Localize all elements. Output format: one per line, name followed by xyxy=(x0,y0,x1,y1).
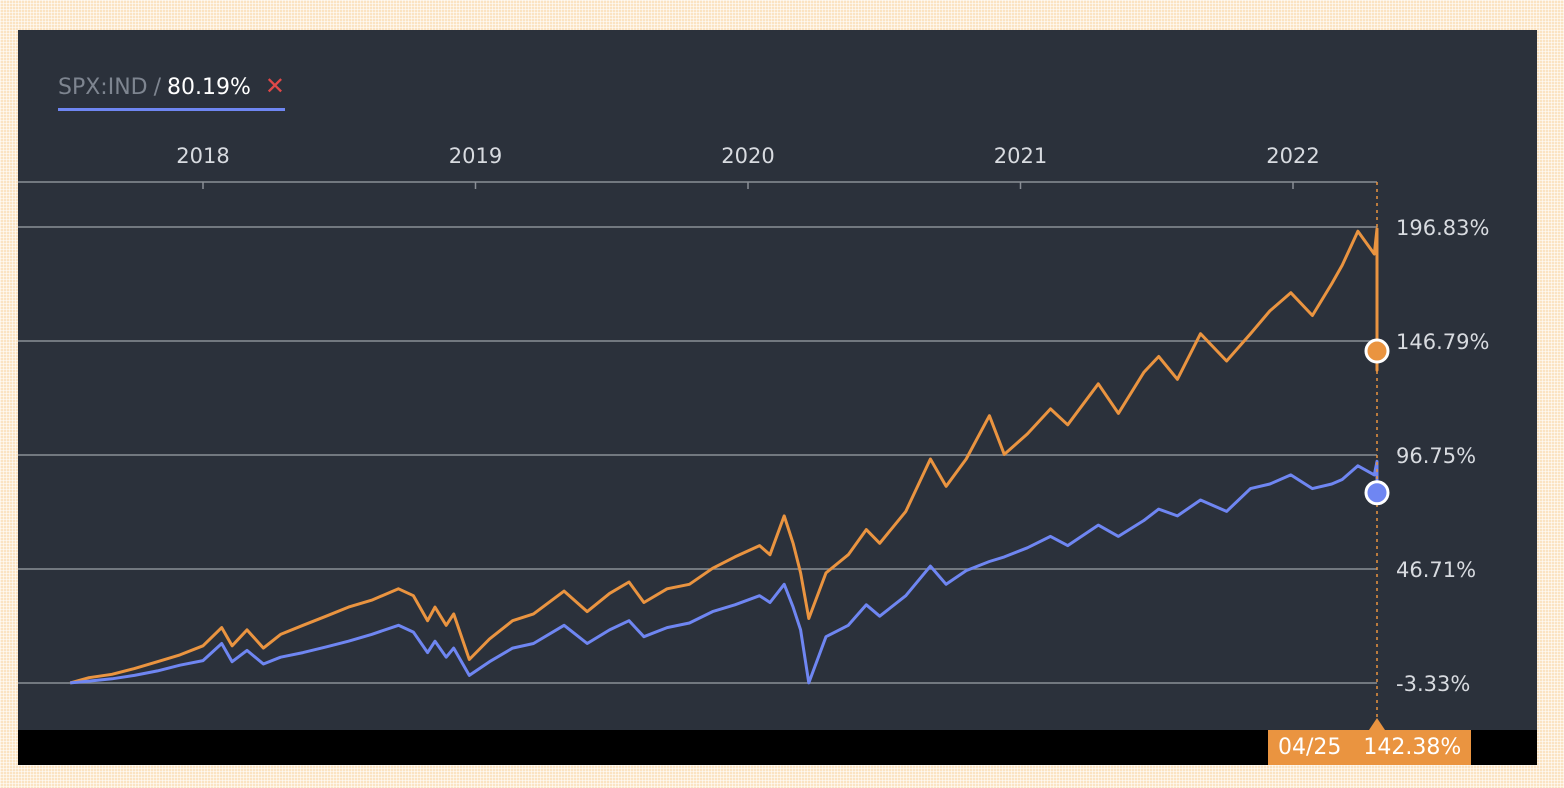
line-chart[interactable]: 2018 2019 2020 2021 2022 196.83% 146.79% 96.75%… xyxy=(18,30,1537,730)
legend-value: 80.19% xyxy=(167,75,251,100)
x-tick-label: 2022 xyxy=(1266,144,1319,168)
crosshair-date: 04/25 xyxy=(1278,735,1342,760)
series-end-marker-1 xyxy=(1364,480,1390,506)
y-tick-label: -3.33% xyxy=(1396,672,1470,696)
crosshair-value: 142.38% xyxy=(1363,735,1462,760)
y-tick-label: 146.79% xyxy=(1396,330,1489,354)
crosshair-pointer xyxy=(1369,718,1385,730)
y-tick-label: 96.75% xyxy=(1396,444,1476,468)
chart-panel: SPX:IND/80.19% ✕ 2018 2019 2020 2021 2022 196.… xyxy=(18,30,1537,765)
legend: SPX:IND/80.19% ✕ xyxy=(58,72,286,111)
series-line-1 xyxy=(70,459,1379,685)
series-line-0 xyxy=(69,227,1379,685)
x-tick-label: 2020 xyxy=(721,144,774,168)
close-icon[interactable]: ✕ xyxy=(264,72,286,100)
series-end-marker-0 xyxy=(1364,338,1390,364)
crosshair-tag: 04/25 142.38% xyxy=(1268,730,1472,765)
legend-underline xyxy=(58,108,286,111)
x-tick-label: 2018 xyxy=(176,144,229,168)
y-tick-label: 46.71% xyxy=(1396,558,1476,582)
y-tick-label: 196.83% xyxy=(1396,216,1489,240)
x-tick-label: 2019 xyxy=(449,144,502,168)
legend-separator: / xyxy=(153,75,162,100)
x-tick-label: 2021 xyxy=(994,144,1047,168)
legend-ticker: SPX:IND xyxy=(58,75,148,100)
